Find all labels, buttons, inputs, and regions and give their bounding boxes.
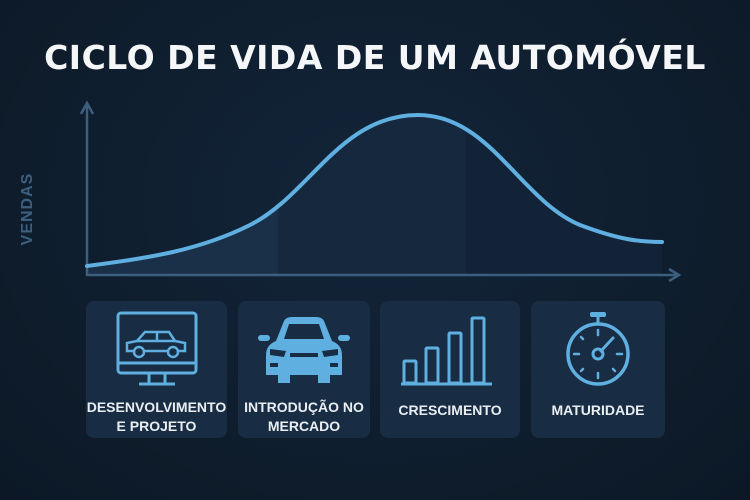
page-title: CICLO DE VIDA DE UM AUTOMÓVEL — [44, 38, 706, 77]
bar-chart-icon — [401, 316, 492, 386]
sales-curve — [85, 112, 664, 268]
stage-card-introduction: INTRODUÇÃO NO MERCADO — [238, 301, 370, 438]
stage-label: MATURIDADE — [551, 402, 645, 418]
stage-label: CRESCIMENTO — [398, 402, 502, 418]
stage-region-growth — [466, 115, 662, 275]
y-axis-label: VENDAS — [19, 172, 36, 246]
stopwatch-icon — [566, 312, 630, 386]
stage-label: DESENVOLVIMENTO E PROJETO — [86, 399, 227, 434]
sales-curve-chart — [79, 100, 682, 283]
x-axis-arrow-icon — [668, 267, 682, 283]
stage-card-development: DESENVOLVIMENTO E PROJETO — [86, 301, 227, 438]
stage-label: INTRODUÇÃO NO MERCADO — [244, 399, 364, 434]
stage-card-maturity: MATURIDADE — [531, 301, 665, 438]
y-axis-arrow-icon — [79, 100, 95, 115]
monitor-car-icon — [116, 311, 197, 386]
stage-card-growth: CRESCIMENTO — [380, 301, 520, 438]
car-front-icon — [258, 317, 350, 383]
